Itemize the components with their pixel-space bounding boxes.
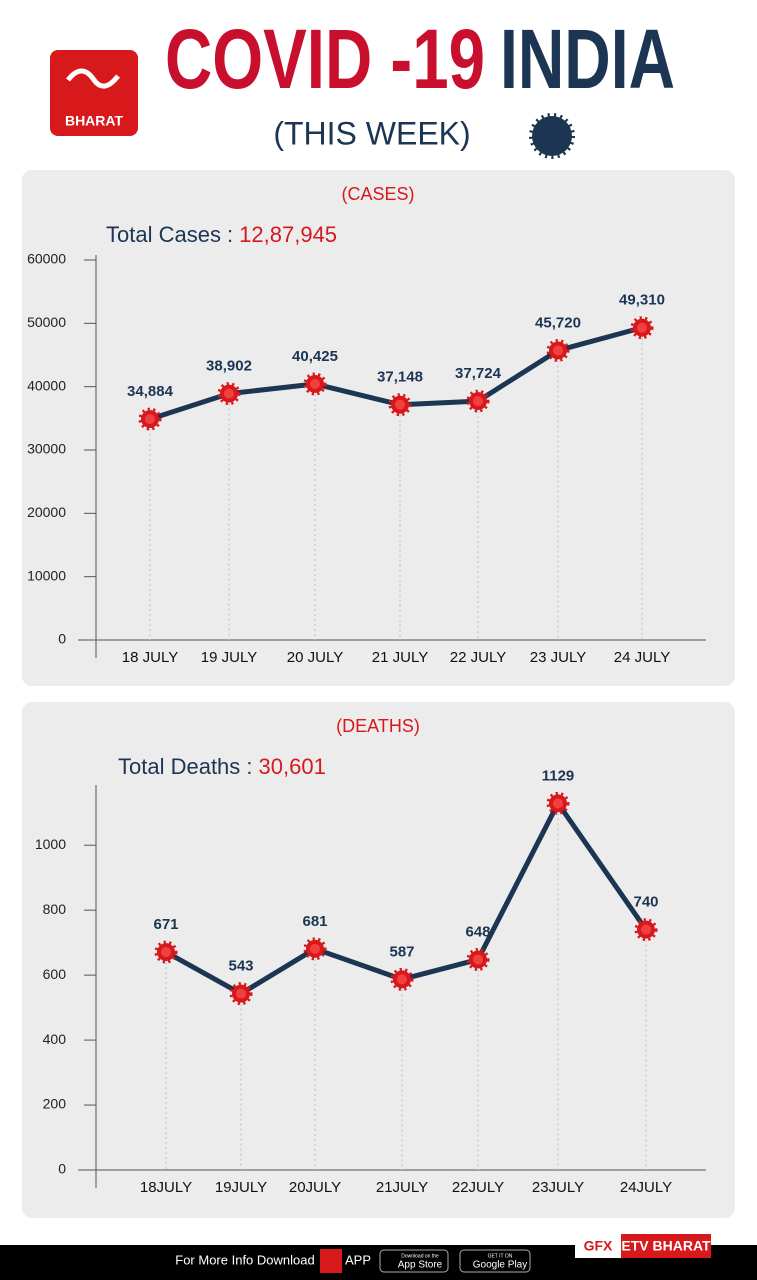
value-label: 34,884 — [127, 383, 174, 400]
value-label: 587 — [389, 943, 414, 960]
logo — [50, 50, 138, 136]
x-tick-label: 19 JULY — [201, 649, 257, 666]
y-tick-label: 30000 — [27, 441, 66, 457]
x-tick-label: 18JULY — [140, 1179, 192, 1196]
value-label: 40,425 — [292, 348, 338, 365]
title-red: COVID -19 — [165, 12, 485, 106]
value-label: 45,720 — [535, 314, 581, 331]
x-tick-label: 20 JULY — [287, 649, 343, 666]
marker-core — [236, 988, 246, 999]
y-tick-label: 400 — [43, 1031, 67, 1047]
total-label: Total Cases : — [106, 222, 233, 247]
x-tick-label: 20JULY — [289, 1179, 341, 1196]
y-tick-label: 20000 — [27, 504, 66, 520]
value-label: 49,310 — [619, 292, 665, 309]
virus-icon — [529, 113, 575, 159]
value-label: 543 — [228, 958, 253, 975]
total-value: 30,601 — [259, 754, 326, 779]
marker-core — [395, 399, 405, 410]
subtitle: (THIS WEEK) — [273, 115, 470, 151]
marker-core — [641, 924, 651, 935]
x-tick-label: 24JULY — [620, 1179, 672, 1196]
marker-core — [553, 798, 563, 809]
value-label: 648 — [465, 924, 490, 941]
gplay-badge[interactable] — [459, 1249, 531, 1273]
marker-core — [310, 378, 320, 389]
total-label: Total Deaths : — [118, 754, 253, 779]
title-blue: INDIA — [500, 12, 675, 106]
total-value: 12,87,945 — [239, 222, 337, 247]
x-tick-label: 18 JULY — [122, 649, 178, 666]
y-tick-label: 10000 — [27, 567, 66, 583]
x-tick-label: 23JULY — [532, 1179, 584, 1196]
footer-app: APP — [345, 1252, 371, 1267]
y-tick-label: 800 — [43, 901, 67, 917]
value-label: 1129 — [542, 767, 575, 784]
appstore-small: Download on the — [401, 1253, 439, 1259]
appstore-badge[interactable] — [379, 1249, 449, 1273]
y-tick-label: 0 — [58, 1161, 66, 1177]
x-tick-label: 22 JULY — [450, 649, 506, 666]
marker-core — [224, 388, 234, 399]
marker-core — [637, 322, 647, 333]
footer-logo — [320, 1249, 342, 1273]
y-tick-label: 600 — [43, 966, 67, 982]
value-label: 37,724 — [455, 365, 502, 382]
panel — [22, 702, 735, 1218]
y-tick-label: 0 — [58, 631, 66, 647]
y-tick-label: 40000 — [27, 377, 66, 393]
marker-core — [473, 954, 483, 965]
x-tick-label: 23 JULY — [530, 649, 586, 666]
logo-glyph — [66, 68, 120, 89]
marker-core — [310, 943, 320, 954]
value-label: 740 — [633, 894, 658, 911]
marker-core — [553, 345, 563, 356]
gfx-box — [575, 1234, 621, 1258]
logo-text: BHARAT — [65, 113, 124, 129]
x-tick-label: 19JULY — [215, 1179, 267, 1196]
y-tick-label: 50000 — [27, 314, 66, 330]
brand-box — [621, 1234, 711, 1258]
gfx: GFX — [584, 1238, 613, 1254]
x-tick-label: 24 JULY — [614, 649, 670, 666]
footer-info: For More Info Download — [175, 1252, 314, 1267]
marker-core — [145, 414, 155, 425]
value-label: 671 — [153, 916, 178, 933]
panel — [22, 170, 735, 686]
marker-core — [397, 974, 407, 985]
gplay-text: Google Play — [473, 1260, 527, 1271]
appstore-text: App Store — [398, 1260, 443, 1271]
brand: ETV BHARAT — [621, 1238, 711, 1254]
x-tick-label: 22JULY — [452, 1179, 504, 1196]
x-tick-label: 21JULY — [376, 1179, 428, 1196]
value-label: 681 — [302, 913, 327, 930]
chart-title: (CASES) — [341, 184, 414, 204]
marker-core — [161, 947, 171, 958]
gplay-small: GET IT ON — [488, 1253, 513, 1259]
value-label: 38,902 — [206, 358, 252, 375]
marker-core — [473, 396, 483, 407]
x-tick-label: 21 JULY — [372, 649, 428, 666]
y-tick-label: 1000 — [35, 836, 66, 852]
y-tick-label: 60000 — [27, 251, 66, 267]
y-tick-label: 200 — [43, 1096, 67, 1112]
value-label: 37,148 — [377, 369, 423, 386]
chart-title: (DEATHS) — [336, 716, 420, 736]
